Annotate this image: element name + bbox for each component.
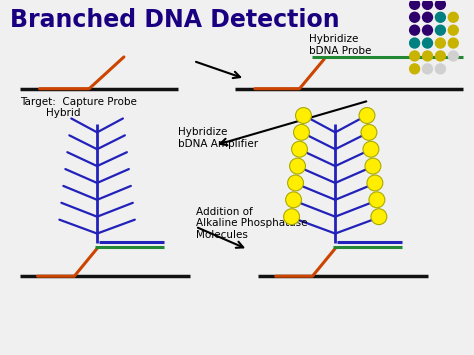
Circle shape: [293, 124, 310, 140]
Circle shape: [422, 25, 432, 35]
Circle shape: [369, 192, 385, 208]
Circle shape: [436, 51, 446, 61]
Circle shape: [371, 209, 387, 225]
Text: Hybridize
bDNA Probe: Hybridize bDNA Probe: [310, 34, 372, 56]
Text: Hybridize
bDNA Amplifier: Hybridize bDNA Amplifier: [179, 127, 259, 149]
Circle shape: [286, 192, 301, 208]
Circle shape: [422, 51, 432, 61]
Circle shape: [361, 124, 377, 140]
Circle shape: [283, 209, 300, 225]
Circle shape: [436, 64, 446, 74]
Circle shape: [448, 38, 458, 48]
Circle shape: [410, 38, 419, 48]
Circle shape: [359, 108, 375, 124]
Circle shape: [410, 64, 419, 74]
Circle shape: [436, 38, 446, 48]
Text: Target:  Capture Probe
        Hybrid: Target: Capture Probe Hybrid: [20, 97, 137, 118]
Circle shape: [410, 25, 419, 35]
Text: Branched DNA Detection: Branched DNA Detection: [10, 8, 339, 32]
Circle shape: [436, 25, 446, 35]
Text: Addition of
Alkaline Phosphatase
Molecules: Addition of Alkaline Phosphatase Molecul…: [196, 207, 308, 240]
Circle shape: [363, 141, 379, 157]
Circle shape: [295, 108, 311, 124]
Circle shape: [410, 51, 419, 61]
Circle shape: [448, 51, 458, 61]
Circle shape: [422, 38, 432, 48]
Circle shape: [410, 12, 419, 22]
Circle shape: [448, 25, 458, 35]
Circle shape: [410, 0, 419, 9]
Circle shape: [436, 12, 446, 22]
Circle shape: [422, 64, 432, 74]
Circle shape: [448, 12, 458, 22]
Circle shape: [422, 12, 432, 22]
Circle shape: [288, 175, 303, 191]
Circle shape: [422, 0, 432, 9]
Circle shape: [290, 158, 305, 174]
Circle shape: [436, 0, 446, 9]
Circle shape: [292, 141, 308, 157]
Circle shape: [365, 158, 381, 174]
Circle shape: [367, 175, 383, 191]
